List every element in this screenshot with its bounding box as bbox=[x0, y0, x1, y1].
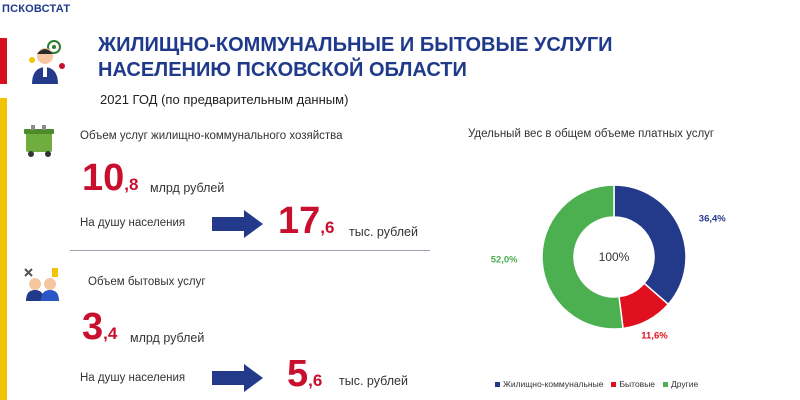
page-title-line1: ЖИЛИЩНО-КОММУНАЛЬНЫЕ И БЫТОВЫЕ УСЛУГИ bbox=[98, 34, 613, 56]
household-value-unit: млрд рублей bbox=[130, 331, 205, 345]
housing-value-dec: ,8 bbox=[124, 175, 139, 194]
accent-bar-yellow bbox=[0, 98, 7, 400]
arrow-right-icon bbox=[212, 210, 263, 238]
household-percap-unit: тыс. рублей bbox=[339, 374, 408, 388]
housing-percap-value: 17,6 bbox=[278, 200, 334, 243]
housing-percap-label: На душу населения bbox=[80, 217, 186, 229]
housing-percap-int: 17 bbox=[278, 200, 321, 242]
household-value-int: 3 bbox=[82, 306, 104, 348]
donut-slice-3 bbox=[541, 184, 624, 330]
household-value-dec: ,4 bbox=[103, 324, 118, 343]
housing-percap-dec: ,6 bbox=[320, 218, 335, 237]
household-value: 3,4 bbox=[82, 306, 117, 349]
page-subtitle: 2021 ГОД (по предварительным данным) bbox=[100, 92, 349, 107]
household-percap-label: На душу населения bbox=[80, 372, 186, 384]
legend-swatch bbox=[495, 381, 500, 387]
slice-label-2: 11,6% bbox=[641, 330, 668, 341]
dumpster-icon bbox=[24, 125, 54, 157]
legend-swatch bbox=[611, 381, 617, 387]
donut-slice-1 bbox=[613, 184, 687, 306]
legend-item-label: Бытовые bbox=[619, 379, 656, 389]
housing-percap-unit: тыс. рублей bbox=[349, 225, 418, 239]
slice-label-3: 52,0% bbox=[491, 254, 518, 265]
person-gear-icon bbox=[29, 40, 65, 84]
slice-label-1: 36,4% bbox=[699, 213, 726, 224]
housing-value: 10,8 bbox=[82, 157, 138, 200]
housing-value-unit: млрд рублей bbox=[150, 181, 225, 195]
legend-item-label: Жилищно-коммунальные bbox=[503, 379, 604, 389]
accent-bar-red bbox=[0, 38, 7, 84]
household-label: Объем бытовых услуг bbox=[88, 276, 206, 288]
arrow-right-icon bbox=[212, 364, 263, 392]
household-percap-dec: ,6 bbox=[308, 371, 323, 390]
housing-value-int: 10 bbox=[82, 157, 125, 199]
housing-label: Объем услуг жилищно-коммунального хозяйс… bbox=[80, 130, 343, 142]
page-title-line2: НАСЕЛЕНИЮ ПСКОВСКОЙ ОБЛАСТИ bbox=[98, 59, 467, 81]
legend-swatch bbox=[663, 381, 669, 387]
household-services-icon bbox=[24, 268, 59, 301]
donut-chart: 36,4% 11,6% 52,0% 100% bbox=[491, 184, 726, 341]
chart-title: Удельный вес в общем объеме платных услу… bbox=[468, 128, 715, 140]
page-title: ЖИЛИЩНО-КОММУНАЛЬНЫЕ И БЫТОВЫЕ УСЛУГИ НА… bbox=[98, 33, 718, 83]
household-percap-value: 5,6 bbox=[287, 353, 322, 396]
donut-center-label: 100% bbox=[599, 250, 630, 264]
section-divider bbox=[70, 250, 430, 251]
brand-name: ПСКОВСТАТ bbox=[2, 3, 71, 15]
legend-item-label: Другие bbox=[671, 379, 699, 389]
chart-legend: Жилищно-коммунальные Бытовые Другие bbox=[495, 379, 698, 389]
household-percap-int: 5 bbox=[287, 353, 309, 395]
